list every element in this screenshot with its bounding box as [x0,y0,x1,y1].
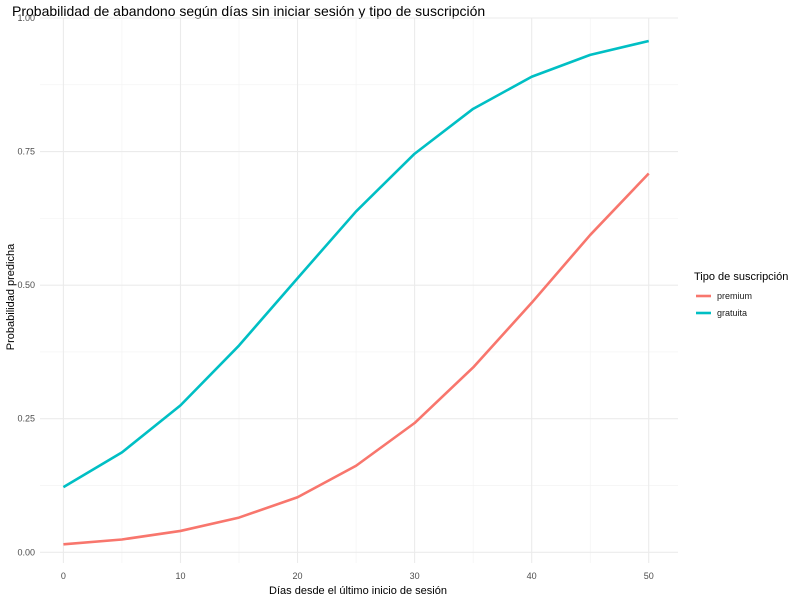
grid [40,17,678,563]
series-line-gratuita [62,39,650,489]
y-tick-label: 0.50 [17,280,35,290]
x-tick-label: 10 [175,571,185,581]
y-tick-label: 0.00 [17,547,35,557]
y-axis-title: Probabilidad predicha [5,243,17,350]
y-tick-label: 0.25 [17,414,35,424]
legend-label-gratuita: gratuita [717,308,747,318]
x-axis-title: Días desde el último inicio de sesión [269,585,447,597]
x-axis-ticks: 0 10 20 30 40 50 [61,571,654,581]
legend: Tipo de suscripción premium gratuita [694,271,788,318]
x-tick-label: 30 [410,571,420,581]
series-line-premium [63,172,650,546]
chart-title: Probabilidad de abandono según días sin … [12,3,485,19]
x-tick-label: 40 [527,571,537,581]
y-tick-label: 1.00 [17,13,35,23]
x-tick-label: 50 [644,571,654,581]
series-lines [62,39,650,546]
legend-title: Tipo de suscripción [694,271,788,283]
y-tick-label: 0.75 [17,147,35,157]
x-tick-label: 0 [61,571,66,581]
x-tick-label: 20 [293,571,303,581]
legend-label-premium: premium [717,291,752,301]
y-axis-ticks: 0.00 0.25 0.50 0.75 1.00 [17,13,35,557]
